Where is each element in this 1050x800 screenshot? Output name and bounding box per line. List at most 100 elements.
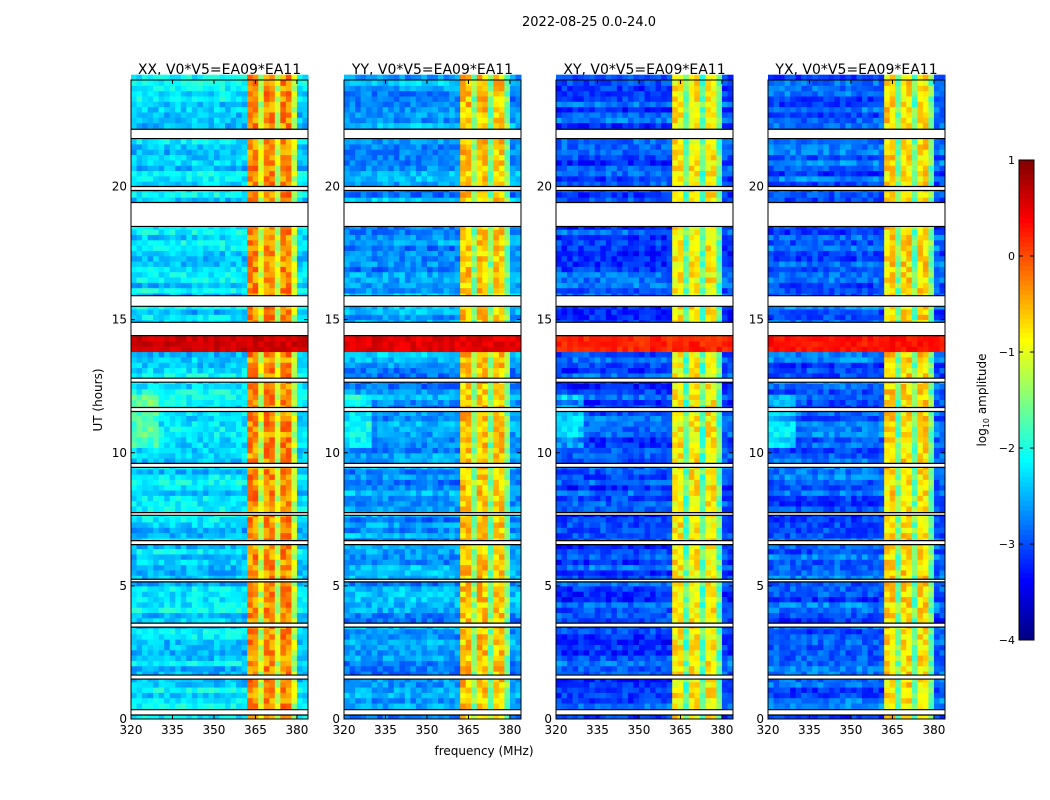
heatmap-cell bbox=[280, 681, 287, 688]
heatmap-cell bbox=[415, 559, 422, 566]
heatmap-cell bbox=[208, 527, 215, 534]
heatmap-cell bbox=[443, 617, 450, 624]
heatmap-cell bbox=[208, 431, 215, 438]
heatmap-cell bbox=[202, 415, 209, 422]
heatmap-cell bbox=[236, 569, 243, 576]
heatmap-cell bbox=[147, 447, 154, 454]
heatmap-cell bbox=[247, 655, 254, 661]
heatmap-cell bbox=[202, 170, 209, 177]
heatmap-cell bbox=[487, 665, 494, 672]
heatmap-cell bbox=[213, 628, 220, 635]
heatmap-cell bbox=[191, 628, 198, 635]
heatmap-cell bbox=[252, 681, 259, 688]
heatmap-cell bbox=[482, 591, 489, 598]
heatmap-cell bbox=[169, 149, 176, 156]
heatmap-cell bbox=[258, 95, 265, 102]
heatmap-cell bbox=[175, 681, 182, 688]
heatmap-cell bbox=[443, 601, 450, 608]
heatmap-cell bbox=[191, 575, 198, 582]
heatmap-cell bbox=[509, 644, 516, 651]
heatmap-cell bbox=[213, 436, 220, 443]
heatmap-cell bbox=[241, 426, 248, 432]
heatmap-cell bbox=[302, 90, 309, 97]
heatmap-cell bbox=[230, 255, 237, 262]
y-tick-label: 0 bbox=[119, 712, 127, 726]
heatmap-cell bbox=[296, 575, 303, 582]
heatmap-cell bbox=[131, 245, 138, 251]
heatmap-cell bbox=[213, 74, 220, 81]
heatmap-cell bbox=[153, 74, 160, 81]
heatmap-cell bbox=[225, 372, 232, 379]
heatmap-cell bbox=[280, 548, 287, 555]
heatmap-cell bbox=[285, 181, 292, 188]
heatmap-cell bbox=[280, 282, 287, 289]
heatmap-cell bbox=[213, 335, 220, 342]
heatmap-cell bbox=[252, 458, 259, 464]
heatmap-cell bbox=[263, 426, 270, 432]
heatmap-cell bbox=[252, 569, 259, 576]
heatmap-cell bbox=[421, 601, 428, 608]
heatmap-cell bbox=[280, 527, 287, 534]
heatmap-cell bbox=[241, 468, 248, 475]
x-tick-label: 365 bbox=[244, 723, 267, 737]
heatmap-cell bbox=[219, 607, 226, 613]
heatmap-cell bbox=[269, 372, 276, 379]
heatmap-cell bbox=[471, 692, 478, 699]
heatmap-cell bbox=[449, 639, 456, 645]
heatmap-cell bbox=[197, 90, 204, 97]
heatmap-cell bbox=[291, 420, 298, 427]
heatmap-cell bbox=[252, 703, 259, 709]
heatmap-cell bbox=[197, 506, 204, 512]
heatmap-cell bbox=[158, 479, 165, 486]
heatmap-cell bbox=[147, 431, 154, 438]
heatmap-cell bbox=[186, 559, 193, 566]
heatmap-cell bbox=[241, 681, 248, 688]
heatmap-cell bbox=[285, 596, 292, 603]
heatmap-cell bbox=[443, 671, 450, 677]
heatmap-cell bbox=[236, 410, 243, 416]
heatmap-cell bbox=[236, 80, 243, 86]
heatmap-cell bbox=[208, 436, 215, 443]
heatmap-cell bbox=[258, 415, 265, 422]
heatmap-cell bbox=[388, 671, 395, 677]
heatmap-cell bbox=[169, 415, 176, 422]
heatmap-cell bbox=[236, 335, 243, 342]
heatmap-cell bbox=[258, 383, 265, 390]
heatmap-cell bbox=[158, 314, 165, 321]
heatmap-cell bbox=[258, 287, 265, 294]
heatmap-cell bbox=[263, 239, 270, 246]
heatmap-cell bbox=[515, 585, 522, 592]
heatmap-cell bbox=[465, 596, 472, 603]
heatmap-cell bbox=[280, 660, 287, 667]
heatmap-cell bbox=[213, 255, 220, 262]
heatmap-cell bbox=[349, 559, 356, 566]
heatmap-cell bbox=[263, 191, 270, 198]
heatmap-cell bbox=[225, 266, 232, 273]
heatmap-cell bbox=[415, 575, 422, 582]
heatmap-cell bbox=[225, 607, 232, 613]
heatmap-cell bbox=[285, 644, 292, 651]
heatmap-cell bbox=[225, 543, 232, 550]
heatmap-cell bbox=[498, 575, 505, 582]
heatmap-cell bbox=[432, 633, 439, 640]
heatmap-cell bbox=[302, 569, 309, 576]
heatmap-cell bbox=[164, 229, 171, 235]
heatmap-cell bbox=[393, 564, 400, 571]
heatmap-cell bbox=[213, 516, 220, 523]
heatmap-cell bbox=[302, 559, 309, 566]
heatmap-cell bbox=[164, 713, 171, 720]
heatmap-cell bbox=[247, 271, 254, 278]
heatmap-cell bbox=[164, 138, 171, 145]
heatmap-cell bbox=[169, 655, 176, 661]
heatmap-cell bbox=[142, 703, 149, 709]
heatmap-cell bbox=[296, 138, 303, 145]
heatmap-cell bbox=[136, 340, 143, 347]
heatmap-cell bbox=[482, 601, 489, 608]
heatmap-cell bbox=[164, 639, 171, 645]
heatmap-cell bbox=[153, 122, 160, 129]
heatmap-cell bbox=[252, 122, 259, 129]
heatmap-cell bbox=[241, 229, 248, 235]
heatmap-cell bbox=[258, 628, 265, 635]
heatmap-cell bbox=[219, 346, 226, 353]
